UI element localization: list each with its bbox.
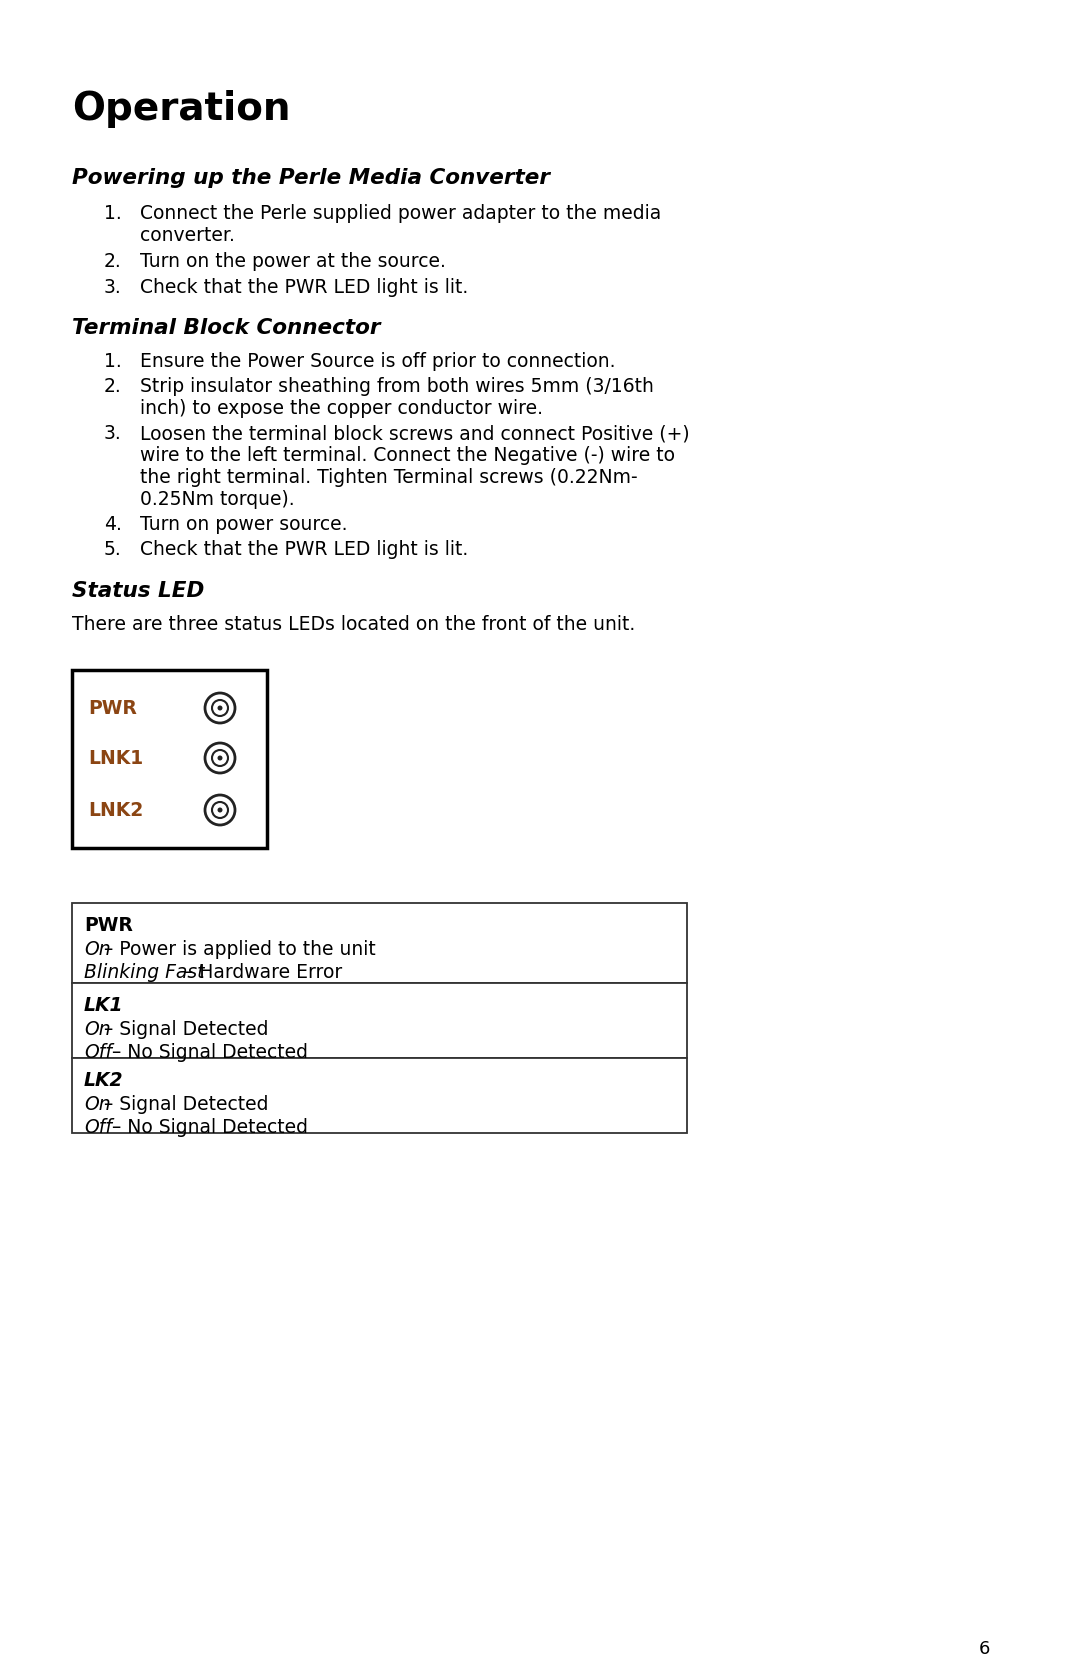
Circle shape	[217, 808, 222, 813]
Circle shape	[212, 749, 228, 766]
Circle shape	[212, 699, 228, 716]
Text: 3.: 3.	[104, 424, 122, 442]
Circle shape	[205, 693, 235, 723]
Text: LK2: LK2	[84, 1071, 123, 1090]
Circle shape	[212, 803, 228, 818]
Circle shape	[217, 706, 222, 711]
Text: converter.: converter.	[140, 225, 234, 245]
Text: Turn on the power at the source.: Turn on the power at the source.	[140, 252, 446, 270]
Text: LNK2: LNK2	[87, 801, 144, 819]
Circle shape	[205, 794, 235, 824]
Text: – Hardware Error: – Hardware Error	[177, 963, 342, 981]
Text: Connect the Perle supplied power adapter to the media: Connect the Perle supplied power adapter…	[140, 204, 661, 224]
Text: Check that the PWR LED light is lit.: Check that the PWR LED light is lit.	[140, 279, 469, 297]
Text: Terminal Block Connector: Terminal Block Connector	[72, 319, 380, 339]
Text: – Power is applied to the unit: – Power is applied to the unit	[98, 940, 376, 960]
Text: wire to the left terminal. Connect the Negative (-) wire to: wire to the left terminal. Connect the N…	[140, 446, 675, 466]
Text: Blinking Fast: Blinking Fast	[84, 963, 204, 981]
Text: 5.: 5.	[104, 541, 122, 559]
Text: On: On	[84, 940, 110, 960]
Text: Ensure the Power Source is off prior to connection.: Ensure the Power Source is off prior to …	[140, 352, 616, 371]
Text: On: On	[84, 1095, 110, 1113]
Text: On: On	[84, 1020, 110, 1040]
Text: 1.: 1.	[104, 352, 122, 371]
Text: – No Signal Detected: – No Signal Detected	[106, 1118, 308, 1137]
Text: Status LED: Status LED	[72, 581, 204, 601]
Text: There are three status LEDs located on the front of the unit.: There are three status LEDs located on t…	[72, 614, 635, 634]
Text: Off: Off	[84, 1043, 112, 1061]
Text: – Signal Detected: – Signal Detected	[98, 1020, 269, 1040]
Text: 1.: 1.	[104, 204, 122, 224]
Text: 0.25Nm torque).: 0.25Nm torque).	[140, 491, 295, 509]
Text: Strip insulator sheathing from both wires 5mm (3/16th: Strip insulator sheathing from both wire…	[140, 377, 653, 396]
Circle shape	[205, 743, 235, 773]
Text: 4.: 4.	[104, 516, 122, 534]
Text: – Signal Detected: – Signal Detected	[98, 1095, 269, 1113]
Text: – No Signal Detected: – No Signal Detected	[106, 1043, 308, 1061]
Text: PWR: PWR	[87, 699, 137, 718]
Text: Operation: Operation	[72, 90, 291, 129]
Text: LK1: LK1	[84, 996, 123, 1015]
Text: Loosen the terminal block screws and connect Positive (+): Loosen the terminal block screws and con…	[140, 424, 690, 442]
Text: 3.: 3.	[104, 279, 122, 297]
Text: Turn on power source.: Turn on power source.	[140, 516, 348, 534]
Text: the right terminal. Tighten Terminal screws (0.22Nm-: the right terminal. Tighten Terminal scr…	[140, 467, 637, 487]
FancyBboxPatch shape	[72, 983, 687, 1058]
Text: 6: 6	[978, 1641, 990, 1657]
Text: inch) to expose the copper conductor wire.: inch) to expose the copper conductor wir…	[140, 399, 543, 417]
FancyBboxPatch shape	[72, 1058, 687, 1133]
Text: LNK1: LNK1	[87, 748, 144, 768]
Text: PWR: PWR	[84, 916, 133, 935]
Text: Off: Off	[84, 1118, 112, 1137]
Text: 2.: 2.	[104, 377, 122, 396]
FancyBboxPatch shape	[72, 669, 267, 848]
Text: Powering up the Perle Media Converter: Powering up the Perle Media Converter	[72, 169, 550, 189]
Text: 2.: 2.	[104, 252, 122, 270]
Text: Check that the PWR LED light is lit.: Check that the PWR LED light is lit.	[140, 541, 469, 559]
FancyBboxPatch shape	[72, 903, 687, 983]
Circle shape	[217, 756, 222, 761]
